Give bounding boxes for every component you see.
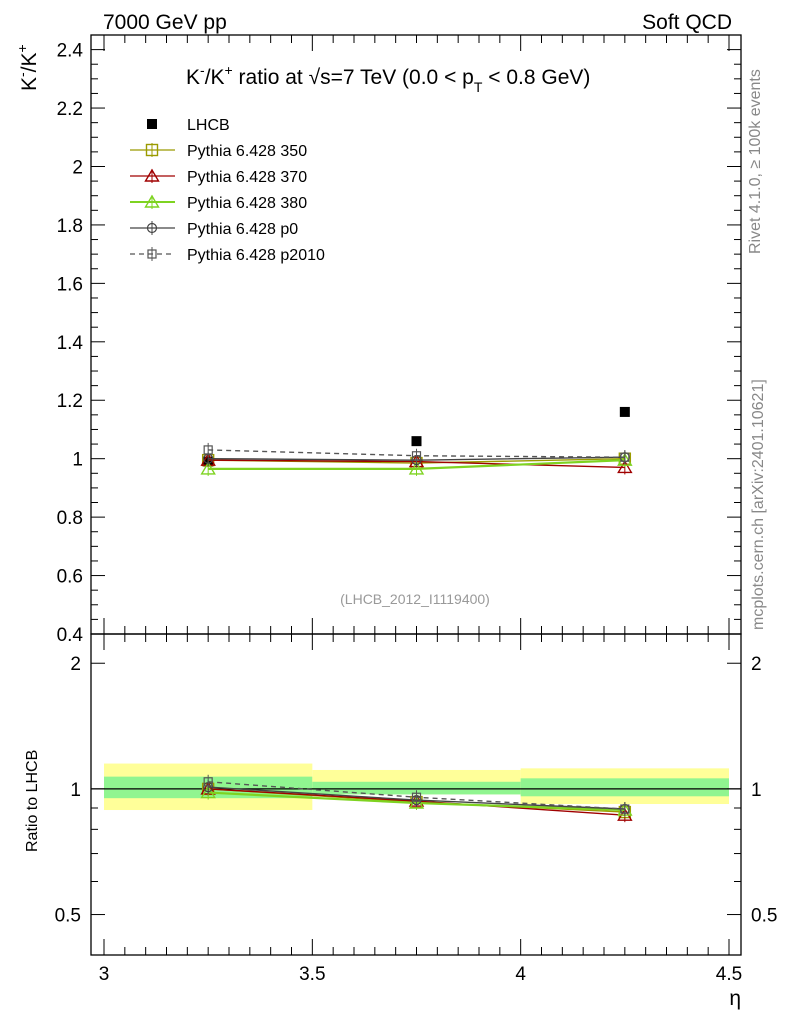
ratio-y-tick-label: 1 xyxy=(70,780,81,801)
legend-entry-p350: Pythia 6.428 350 xyxy=(130,143,307,160)
x-tick-label: 3 xyxy=(99,964,110,985)
main-y-tick-label: 2 xyxy=(72,157,83,178)
ratio-series-layer xyxy=(200,774,633,823)
legend-marker xyxy=(147,249,157,259)
legend-marker xyxy=(147,119,157,129)
main-ylabel: K-/K+ xyxy=(14,44,41,91)
main-title: K-/K+ ratio at √s=7 TeV (0.0 < pT < 0.8 … xyxy=(186,62,590,95)
process-label: Soft QCD xyxy=(642,11,732,34)
data-point-p2010 xyxy=(203,445,213,455)
main-y-tick-label: 0.8 xyxy=(57,508,83,529)
ratio-y-tick-label-right: 2 xyxy=(751,654,762,675)
legend-marker xyxy=(145,143,159,157)
legend-label: Pythia 6.428 p2010 xyxy=(187,247,325,264)
ratio-series-p2010 xyxy=(203,774,630,817)
legend-label: LHCB xyxy=(187,117,230,134)
ratio-point-p2010 xyxy=(203,777,213,787)
legend-label: Pythia 6.428 380 xyxy=(187,195,307,212)
legend-label: Pythia 6.428 350 xyxy=(187,143,307,160)
x-tick-label: 3.5 xyxy=(299,964,325,985)
main-series-layer xyxy=(200,406,633,476)
ratio-ylabel: Ratio to LHCB xyxy=(24,750,41,852)
ratio-y-tick-label-right: 0.5 xyxy=(751,906,777,927)
beam-label: 7000 GeV pp xyxy=(103,11,227,34)
data-point-lhcb xyxy=(411,436,422,447)
series-p2010 xyxy=(203,442,630,465)
legend-entry-p370: Pythia 6.428 370 xyxy=(130,168,307,186)
data-point-p380 xyxy=(408,461,425,475)
mcplots-label: mcplots.cern.ch [arXiv:2401.10621] xyxy=(750,379,767,630)
main-y-tick-label: 1 xyxy=(72,450,83,471)
data-point-p2010 xyxy=(620,452,630,462)
data-point-p380 xyxy=(200,461,216,475)
analysis-watermark: (LHCB_2012_I1119400) xyxy=(340,591,490,607)
data-point-p2010 xyxy=(411,451,422,461)
legend-marker xyxy=(144,168,160,182)
band-inner xyxy=(312,781,521,795)
main-y-tick-label: 1.8 xyxy=(57,216,83,237)
main-y-tick-label: 0.4 xyxy=(57,625,84,646)
x-tick-label: 4 xyxy=(515,964,526,985)
legend-entry-p2010: Pythia 6.428 p2010 xyxy=(130,247,325,264)
main-y-tick-label: 0.6 xyxy=(57,567,83,588)
legend-entry-lhcb: LHCB xyxy=(147,117,230,134)
main-y-tick-label: 2.2 xyxy=(57,99,83,120)
main-y-tick-label: 1.4 xyxy=(57,333,84,354)
main-y-tick-label: 2.4 xyxy=(57,41,84,62)
legend-label: Pythia 6.428 370 xyxy=(187,169,307,186)
data-point-p380 xyxy=(617,452,633,466)
rivet-label: Rivet 4.1.0, ≥ 100k events xyxy=(747,69,764,254)
legend-entry-p380: Pythia 6.428 380 xyxy=(130,194,307,212)
legend: LHCB Pythia 6.428 350 Pythia 6.428 370 Pyth… xyxy=(130,117,325,264)
legend-label: Pythia 6.428 p0 xyxy=(187,221,298,238)
main-y-tick-label: 1.6 xyxy=(57,274,83,295)
ratio-point-p2010 xyxy=(620,804,630,814)
main-y-tick-label: 1.2 xyxy=(57,391,83,412)
data-point-p370 xyxy=(617,460,633,474)
axes-layer: 0.4 0.6 0.8 1 1.2 1.4 1.6 1.8 2 2.2 2.4 3 3.5 4 4.5 0.5… xyxy=(55,34,777,985)
ratio-y-tick-label: 2 xyxy=(70,654,81,675)
ratio-point-p380 xyxy=(408,795,425,809)
legend-marker xyxy=(144,194,160,208)
x-axis-label: η xyxy=(729,987,741,1010)
band-inner xyxy=(520,778,729,797)
ratio-y-tick-label-right: 1 xyxy=(751,780,762,801)
ratio-point-p380 xyxy=(200,785,216,799)
x-tick-label: 4.5 xyxy=(716,964,742,985)
ratio-y-tick-label: 0.5 xyxy=(55,906,81,927)
data-point-lhcb xyxy=(619,406,630,417)
legend-entry-p0: Pythia 6.428 p0 xyxy=(130,221,298,238)
legend-marker xyxy=(146,222,158,234)
ratio-point-p2010 xyxy=(411,792,422,802)
